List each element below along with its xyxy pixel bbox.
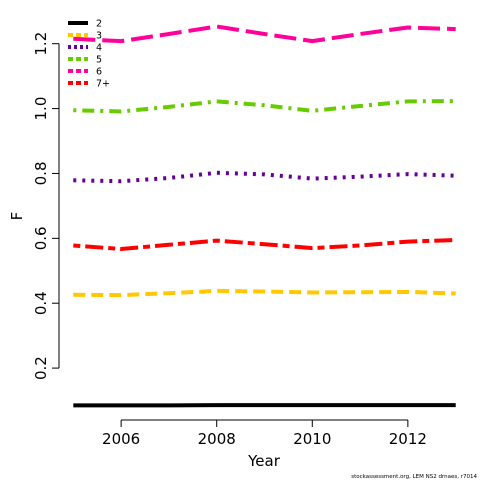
series-line-3 [73,99,456,114]
x-tick-label: 2012 [389,430,427,448]
legend-label: 4 [96,43,102,54]
footnote: stockassessment.org, LEM NS2 drnaes, r70… [351,474,477,480]
y-tick-label: 0.6 [32,226,50,250]
y-tick-label: 0.2 [32,356,50,380]
series-line-1 [73,288,456,298]
series-line-2 [73,170,456,184]
y-tick-label: 1.2 [32,32,50,56]
x-tick-label: 2008 [198,430,236,448]
legend-label: 5 [96,55,102,66]
x-tick-label: 2010 [293,430,331,448]
axes: 2006 2008 2010 2012 0.2 0.4 0.6 0.8 1.0 1.2 [32,32,427,448]
legend-label: 7+ [96,79,110,90]
y-axis-title: F [8,212,26,221]
y-tick-label: 0.8 [32,162,50,186]
legend-label: 6 [96,67,102,78]
legend-label: 3 [96,31,102,42]
legend-label: 2 [96,19,102,30]
y-tick-label: 1.0 [32,97,50,121]
series-lines [73,24,456,408]
series-line-5 [73,238,456,251]
x-axis-title: Year [247,452,281,470]
x-tick-label: 2006 [102,430,140,448]
y-tick-label: 0.4 [32,291,50,315]
series-line-4 [73,24,456,44]
